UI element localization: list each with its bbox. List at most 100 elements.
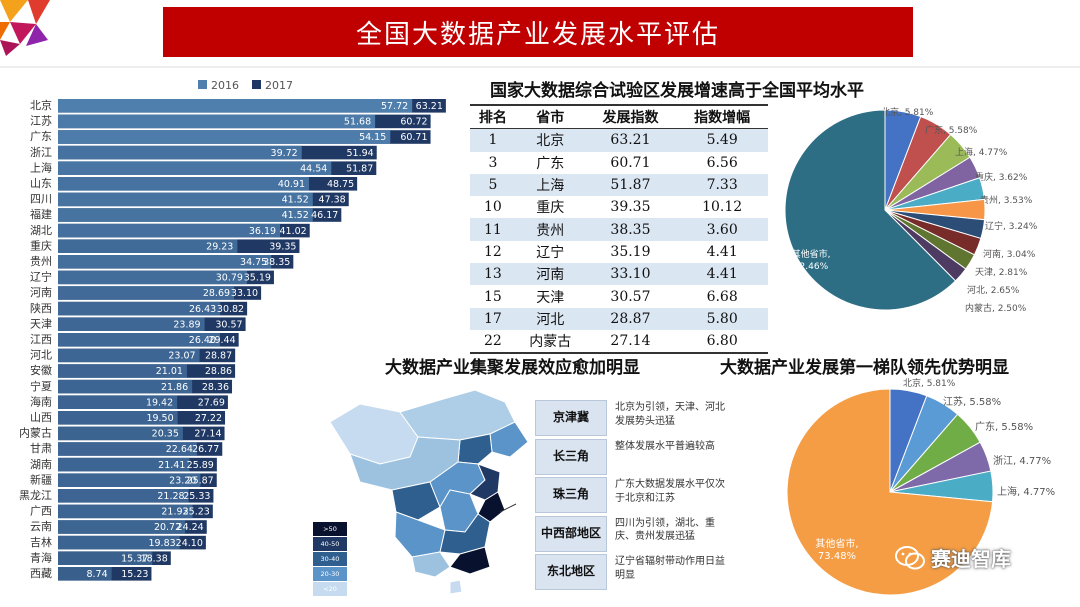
table-cell: 33.10 <box>610 266 651 283</box>
title-divider <box>0 66 1080 68</box>
bar-value-2016: 19.83 <box>148 538 175 549</box>
bar-2016 <box>58 114 376 129</box>
bar-value-2016: 29.23 <box>206 241 233 252</box>
bar-category-label: 重庆 <box>30 238 52 252</box>
bar-value-2016: 21.28 <box>157 491 184 502</box>
bar-value-2016: 19.42 <box>146 397 173 408</box>
bar-2016 <box>58 145 302 160</box>
table-cell: 6.68 <box>706 288 738 305</box>
bar-category-label: 河南 <box>30 286 52 299</box>
bar-category-label: 广西 <box>30 505 52 518</box>
table-row: 1 北京 63.21 5.49 <box>470 128 768 152</box>
pie-slice-label: 重庆, 3.62% <box>975 171 1028 183</box>
watermark-text: 赛迪智库 <box>931 547 1011 571</box>
table-cell: 5.49 <box>706 132 738 149</box>
bar-category-label: 浙江 <box>30 146 52 159</box>
bar-category-label: 海南 <box>30 394 52 408</box>
table-cell: 28.87 <box>610 310 651 327</box>
bar-category-label: 甘肃 <box>30 442 52 455</box>
bar-category-label: 西藏 <box>30 567 52 580</box>
ranking-table: 排名 省市 发展指数 指数增幅 1 北京 63.21 5.49 3 广东 60.71 6.56 5 上海… <box>470 104 768 355</box>
map-legend-item: >50 <box>313 522 347 537</box>
bar-value-2017: 24.24 <box>177 522 204 533</box>
pie-slice-label: 河南, 3.04% <box>983 248 1036 260</box>
bar-value-2016: 21.93 <box>161 507 188 518</box>
bar-value-2017: 27.22 <box>195 413 222 424</box>
region-description: 整体发展水平普遍较高 <box>615 440 715 452</box>
bar-2016 <box>58 535 180 550</box>
bar-value-2017: 28.87 <box>205 351 232 362</box>
table-header-cell: 省市 <box>515 104 585 130</box>
bar-value-2016: 21.01 <box>156 366 183 377</box>
bar-category-label: 安徽 <box>30 363 52 377</box>
bar-value-2017: 24.10 <box>176 538 203 549</box>
pie-slice <box>786 388 994 596</box>
bar-value-2017: 33.10 <box>231 288 258 299</box>
bar-value-2017: 25.33 <box>183 491 210 502</box>
table-cell: 12 <box>484 243 502 260</box>
map-legend: >50 40-50 30-40 20-30 <20 <box>313 522 347 597</box>
bar-category-label: 陕西 <box>30 301 52 315</box>
legend-label-2017: 2017 <box>265 79 293 92</box>
bar-value-2017: 25.23 <box>183 507 210 518</box>
pie-slice-label: 其他省市, 62.46% <box>792 248 831 272</box>
bar-category-label: 湖南 <box>30 458 52 471</box>
bar-category-label: 黑龙江 <box>19 489 52 502</box>
table-cell: 4.41 <box>706 266 738 283</box>
table-row: 17 河北 28.87 5.80 <box>470 307 768 330</box>
bar-2016 <box>58 489 189 503</box>
region-item: 珠三角 广东大数据发展水平仅次于北京和江苏 <box>535 477 725 513</box>
bar-2016 <box>58 239 238 253</box>
pie-slice-label: 上海, 4.77% <box>997 485 1055 498</box>
bar-value-2017: 15.23 <box>121 569 148 580</box>
bar-value-2017: 28.36 <box>202 382 229 393</box>
bar-category-label: 青海 <box>30 550 52 564</box>
table-cell: 5.80 <box>706 310 738 327</box>
bar-2016 <box>58 567 112 581</box>
bar-2016 <box>58 473 201 487</box>
bar-2016 <box>58 348 200 363</box>
bar-value-2017: 26.77 <box>192 444 219 455</box>
bar-value-2016: 21.41 <box>158 460 185 471</box>
table-cell: 10 <box>484 199 502 216</box>
bar-value-2016: 40.91 <box>278 179 305 190</box>
bar-value-2016: 41.52 <box>282 210 309 221</box>
table-cell: 17 <box>484 310 502 327</box>
wechat-icon <box>895 545 925 569</box>
table-cell: 上海 <box>536 178 565 195</box>
bar-value-2016: 21.86 <box>161 382 188 393</box>
bar-value-2017: 30.57 <box>215 319 242 330</box>
table-cell: 天津 <box>536 289 565 306</box>
pie-slice-label: 其他省市, 73.48% <box>815 537 858 562</box>
pie-slice-label: 河北, 2.65% <box>967 284 1020 296</box>
map-legend-item: 20-30 <box>313 567 347 582</box>
bar-category-label: 山东 <box>30 177 52 190</box>
pie2-section-title: 大数据产业发展第一梯队领先优势明显 <box>720 358 1009 378</box>
watermark: 赛迪智库 <box>895 543 1011 572</box>
bar-category-label: 江西 <box>30 333 52 346</box>
bar-value-2017: 63.21 <box>416 101 443 112</box>
bar-value-2016: 30.79 <box>216 273 243 284</box>
bar-2016 <box>58 520 186 534</box>
table-cell: 30.57 <box>610 288 651 305</box>
bar-value-2016: 23.07 <box>168 351 195 362</box>
table-row: 10 重庆 39.35 10.12 <box>470 196 768 218</box>
region-description: 北京为引领，天津、河北发展势头迅猛 <box>615 402 725 427</box>
bar-2016 <box>58 411 178 425</box>
bar-value-2017: 25.87 <box>187 475 214 486</box>
legend-swatch-2017 <box>252 80 261 89</box>
bar-2016 <box>58 177 310 191</box>
table-cell: 辽宁 <box>536 244 565 261</box>
bar-value-2017: 60.72 <box>400 117 427 128</box>
bar-value-2016: 20.35 <box>152 429 179 440</box>
pie-slice-label: 浙江, 4.77% <box>993 455 1051 467</box>
bar-2016 <box>58 551 153 565</box>
bar-category-label: 天津 <box>30 317 52 330</box>
china-heat-map <box>329 389 529 595</box>
table-cell: 内蒙古 <box>515 329 585 355</box>
legend-swatch-2016 <box>198 80 207 89</box>
table-row: 12 辽宁 35.19 4.41 <box>470 241 768 263</box>
bar-value-2017: 51.87 <box>346 163 373 174</box>
bar-2016 <box>58 457 190 472</box>
table-cell: 6.56 <box>706 154 738 171</box>
